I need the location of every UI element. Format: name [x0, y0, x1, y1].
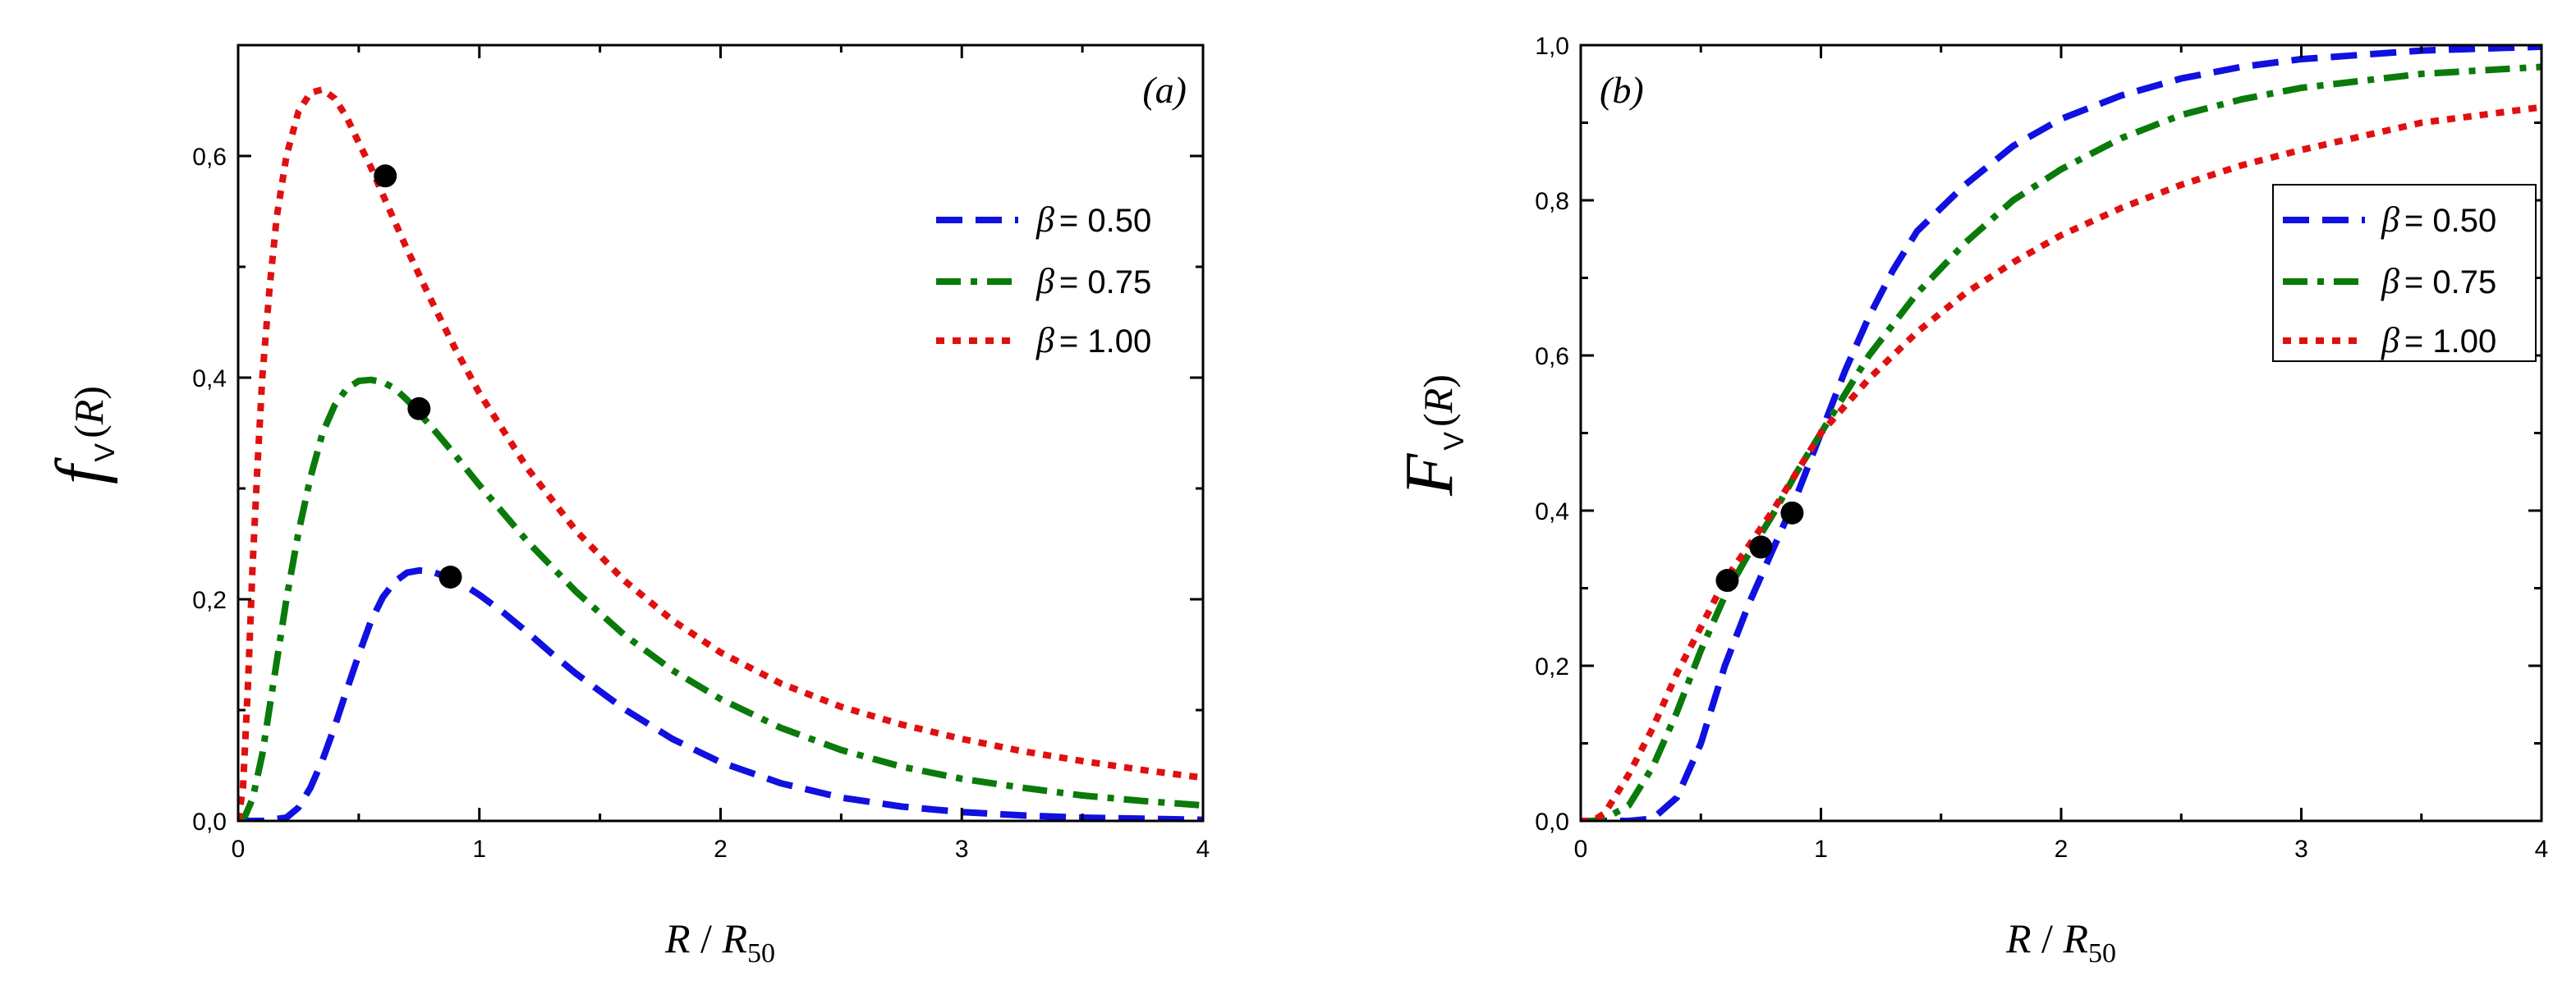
panel-b-x-tick-label: 1: [1814, 836, 1828, 863]
panel-b-label: (b): [1600, 69, 1644, 111]
panel-a-y-tick-label: 0,0: [192, 809, 227, 836]
panel-a-series: [238, 86, 1203, 821]
panel-b-x-tick-label: 0: [1574, 836, 1588, 863]
panel-b-y-tick-label: 0,6: [1535, 343, 1569, 370]
panel-b-marker-1: [1749, 535, 1773, 559]
panel-a-x-tick-label: 2: [714, 836, 728, 863]
panel-a-marker-1: [407, 397, 431, 420]
panel-b-marker-2: [1780, 501, 1804, 525]
panel-b-markers: [1715, 501, 1804, 593]
panel-b-y-tick-label: 0,4: [1535, 498, 1569, 525]
panel-b-series-0: [1581, 45, 2542, 821]
panel-a-series-0: [238, 566, 1203, 821]
panel-a-x-tick-labels: 0 1 2 3 4: [232, 836, 1210, 863]
panel-b-y-axis-title: FV(R): [1391, 374, 1470, 497]
svg-text:FV(R): FV(R): [1391, 374, 1470, 497]
legend-b-label-beta-100: β = 1.00: [2381, 320, 2496, 360]
legend-b-label-beta-050: β = 0.50: [2381, 199, 2496, 240]
panel-b-series: [1581, 45, 2542, 821]
panel-b-ticks: [1579, 44, 2543, 823]
panel-a-ticks: [236, 44, 1205, 823]
panel-a-x-tick-label: 1: [472, 836, 486, 863]
panel-b-x-tick-label: 4: [2535, 836, 2549, 863]
legend-a-label-beta-050: β = 0.50: [1035, 199, 1151, 240]
panel-b-y-tick-label: 0,8: [1535, 188, 1569, 215]
panel-b-y-tick-labels: 0,0 0,2 0,4 0,6 0,8 1,0: [1535, 33, 1569, 836]
panel-a-series-1: [238, 376, 1203, 821]
panel-a-marker-2: [439, 566, 462, 589]
panel-b-legend: β = 0.50 β = 0.75 β = 1.00: [2272, 184, 2537, 362]
legend-a-label-beta-100: β = 1.00: [1035, 320, 1151, 360]
panel-a-label: (a): [1142, 69, 1187, 111]
panel-a-y-tick-label: 0,2: [192, 587, 227, 614]
panel-b-x-tick-label: 2: [2055, 836, 2069, 863]
panel-b-y-tick-label: 0,2: [1535, 653, 1569, 681]
panel-a-y-tick-label: 0,6: [192, 144, 227, 171]
panel-b-y-tick-label: 0,0: [1535, 809, 1569, 836]
panel-b-x-tick-labels: 0 1 2 3 4: [1574, 836, 2549, 863]
panel-a-y-tick-label: 0,4: [192, 365, 227, 392]
panel-b-legend-box: [2272, 184, 2537, 362]
panel-a-x-axis-title: R / R50: [664, 915, 775, 969]
panel-b-marker-0: [1715, 569, 1739, 593]
panel-b-x-axis-title: R / R50: [2005, 915, 2116, 969]
panel-a-x-tick-label: 0: [232, 836, 246, 863]
panel-a-series-2: [238, 86, 1203, 821]
panel-b-series-2: [1581, 103, 2542, 821]
panel-a-marker-0: [374, 164, 397, 188]
legend-a-label-beta-075: β = 0.75: [1035, 261, 1151, 301]
panel-b: 0 1 2 3 4 0,0 0,2 0,4 0,6 0,8 1,0 (b) β = 0.50 β = …: [1391, 33, 2548, 969]
panel-a-legend: β = 0.50 β = 0.75 β = 1.00: [936, 199, 1151, 360]
panel-b-y-tick-label: 1,0: [1535, 33, 1569, 60]
panel-b-x-tick-label: 3: [2294, 836, 2308, 863]
panel-a-y-tick-labels: 0,0 0,2 0,4 0,6: [192, 144, 227, 836]
legend-b-label-beta-075: β = 0.75: [2381, 261, 2496, 301]
panel-a-x-tick-label: 4: [1196, 836, 1210, 863]
panel-a-x-tick-label: 3: [955, 836, 969, 863]
panel-a-markers: [374, 164, 462, 589]
